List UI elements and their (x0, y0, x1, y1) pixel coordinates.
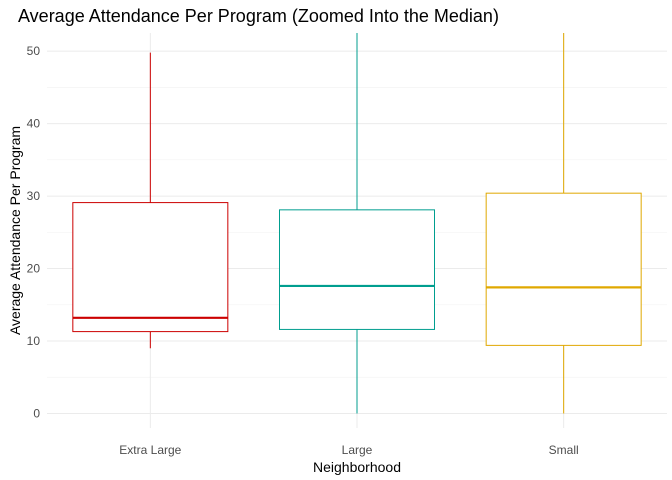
y-tick-labels: 0 10 20 30 40 50 (27, 44, 41, 420)
y-tick-label: 30 (27, 189, 41, 203)
chart-title: Average Attendance Per Program (Zoomed I… (18, 6, 499, 26)
box-small (485, 33, 642, 414)
box-large (279, 33, 435, 414)
iqr-box (485, 192, 642, 346)
iqr-box (279, 209, 435, 330)
box-extra-large (72, 52, 229, 349)
y-axis-label: Average Attendance Per Program (7, 126, 23, 335)
y-tick-label: 50 (27, 44, 41, 58)
box-series (72, 33, 642, 414)
x-tick-label: Small (549, 443, 579, 457)
y-tick-label: 0 (33, 407, 40, 421)
y-tick-label: 40 (27, 117, 41, 131)
iqr-box (72, 202, 229, 333)
x-tick-label: Extra Large (119, 443, 181, 457)
x-tick-label: Large (342, 443, 373, 457)
x-axis-label: Neighborhood (313, 459, 401, 475)
x-tick-labels: Extra Large Large Small (119, 443, 578, 457)
y-tick-label: 10 (27, 334, 41, 348)
y-tick-label: 20 (27, 262, 41, 276)
